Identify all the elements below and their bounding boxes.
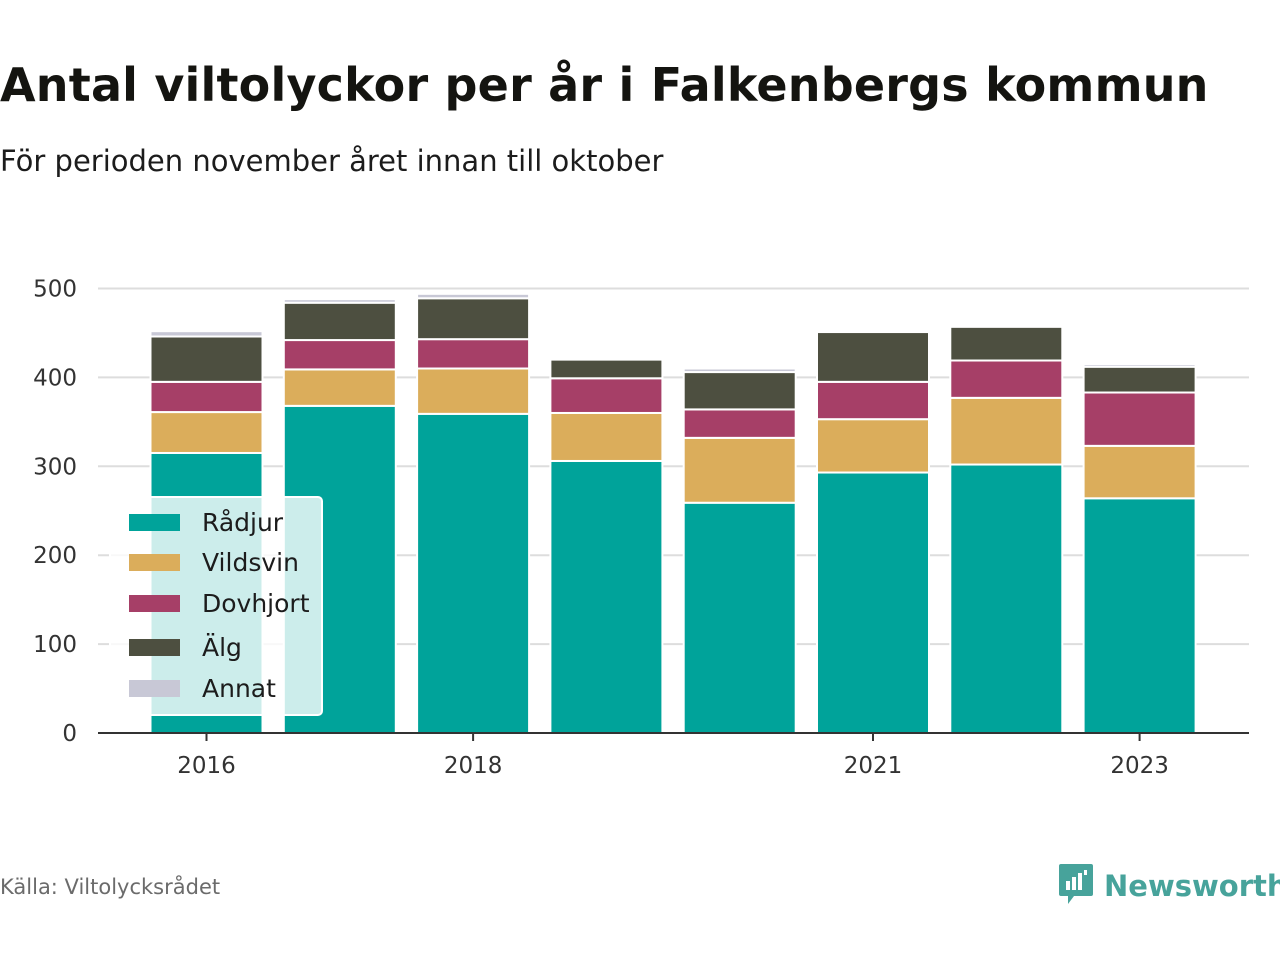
bar-segment[interactable] xyxy=(149,335,264,383)
bar-segment[interactable] xyxy=(949,325,1064,362)
stacked-bar-chart: 0 100 200 300 400 500 2016 2018 2021 2023 Rådjur… xyxy=(33,277,1249,779)
y-tick-label: 500 xyxy=(33,277,77,303)
bar-stack-2022 xyxy=(949,323,1064,734)
bar-segment[interactable] xyxy=(549,459,664,734)
bar-segment[interactable] xyxy=(282,339,397,371)
bar-segment[interactable] xyxy=(816,380,930,421)
bar-segment[interactable] xyxy=(816,418,930,474)
legend-box xyxy=(109,496,323,716)
bar-segment[interactable] xyxy=(149,411,264,454)
bar-stack-2019 xyxy=(549,358,664,734)
bar-segment[interactable] xyxy=(416,412,531,734)
y-tick-label: 300 xyxy=(33,454,77,480)
bar-segment[interactable] xyxy=(682,371,797,411)
bar-segment[interactable] xyxy=(549,377,664,414)
bar-segment[interactable] xyxy=(682,408,797,439)
x-tick-label: 2018 xyxy=(444,753,503,779)
y-tick-label: 100 xyxy=(33,632,77,658)
bar-stack-2021 xyxy=(816,331,930,734)
legend-item[interactable]: Vildsvin xyxy=(129,548,299,577)
bar-segment[interactable] xyxy=(1082,365,1197,394)
legend-swatch xyxy=(129,639,180,656)
bar-segment[interactable] xyxy=(282,298,397,304)
bar-segment[interactable] xyxy=(149,330,264,338)
bar-segment[interactable] xyxy=(1082,444,1197,500)
bar-stack-2023 xyxy=(1082,363,1197,734)
legend-label: Älg xyxy=(202,633,242,662)
bar-segment[interactable] xyxy=(949,396,1064,466)
bar-segment[interactable] xyxy=(949,463,1064,734)
bar-segment[interactable] xyxy=(816,331,930,383)
bar-segment[interactable] xyxy=(149,380,264,414)
y-tick-label: 400 xyxy=(33,365,77,391)
bar-stack-2018 xyxy=(416,292,531,734)
bar-segment[interactable] xyxy=(1082,497,1197,734)
legend-swatch xyxy=(129,595,180,612)
bar-segment[interactable] xyxy=(949,359,1064,399)
legend: Rådjur Vildsvin Dovhjort Älg Annat xyxy=(109,496,323,716)
bar-segment[interactable] xyxy=(549,358,664,380)
y-tick-label: 0 xyxy=(62,721,77,747)
bar-segment[interactable] xyxy=(1082,363,1197,368)
bar-segment[interactable] xyxy=(416,292,531,300)
x-tick-label: 2023 xyxy=(1110,753,1169,779)
y-axis-ticks: 0 100 200 300 400 500 xyxy=(33,277,77,748)
legend-label: Dovhjort xyxy=(202,589,310,618)
legend-label: Vildsvin xyxy=(202,548,299,577)
brand-name: Newsworthy xyxy=(1104,869,1280,903)
x-tick-label: 2021 xyxy=(844,753,903,779)
bar-stack-2020 xyxy=(682,367,797,734)
bar-segment[interactable] xyxy=(416,338,531,370)
legend-item[interactable]: Älg xyxy=(129,633,242,662)
source-note: Källa: Viltolycksrådet xyxy=(0,875,221,899)
bar-segment[interactable] xyxy=(416,367,531,415)
x-axis-ticks: 2016 2018 2021 2023 xyxy=(177,733,1169,779)
bar-segment[interactable] xyxy=(682,501,797,734)
legend-item[interactable]: Annat xyxy=(129,674,276,703)
legend-item[interactable]: Dovhjort xyxy=(129,589,310,618)
legend-swatch xyxy=(129,514,180,531)
legend-label: Annat xyxy=(202,674,276,703)
bar-segment[interactable] xyxy=(1082,391,1197,447)
legend-label: Rådjur xyxy=(202,508,284,537)
x-tick-label: 2016 xyxy=(177,753,236,779)
bar-segment[interactable] xyxy=(682,367,797,374)
legend-item[interactable]: Rådjur xyxy=(129,508,284,537)
chart-subtitle: För perioden november året innan till ok… xyxy=(0,144,664,178)
bar-segment[interactable] xyxy=(682,436,797,504)
newsworthy-logo-icon xyxy=(1058,862,1094,910)
bar-segment[interactable] xyxy=(282,301,397,342)
bar-segment[interactable] xyxy=(816,471,930,734)
bar-segment[interactable] xyxy=(549,411,664,462)
bar-segment[interactable] xyxy=(416,297,531,341)
bar-segment[interactable] xyxy=(949,323,1064,328)
chart-title: Antal viltolyckor per år i Falkenbergs k… xyxy=(0,58,1209,112)
bar-segment[interactable] xyxy=(282,368,397,407)
y-tick-label: 200 xyxy=(33,543,77,569)
legend-swatch xyxy=(129,680,180,697)
legend-swatch xyxy=(129,554,180,571)
brand-logo[interactable]: Newsworthy xyxy=(1058,862,1280,910)
